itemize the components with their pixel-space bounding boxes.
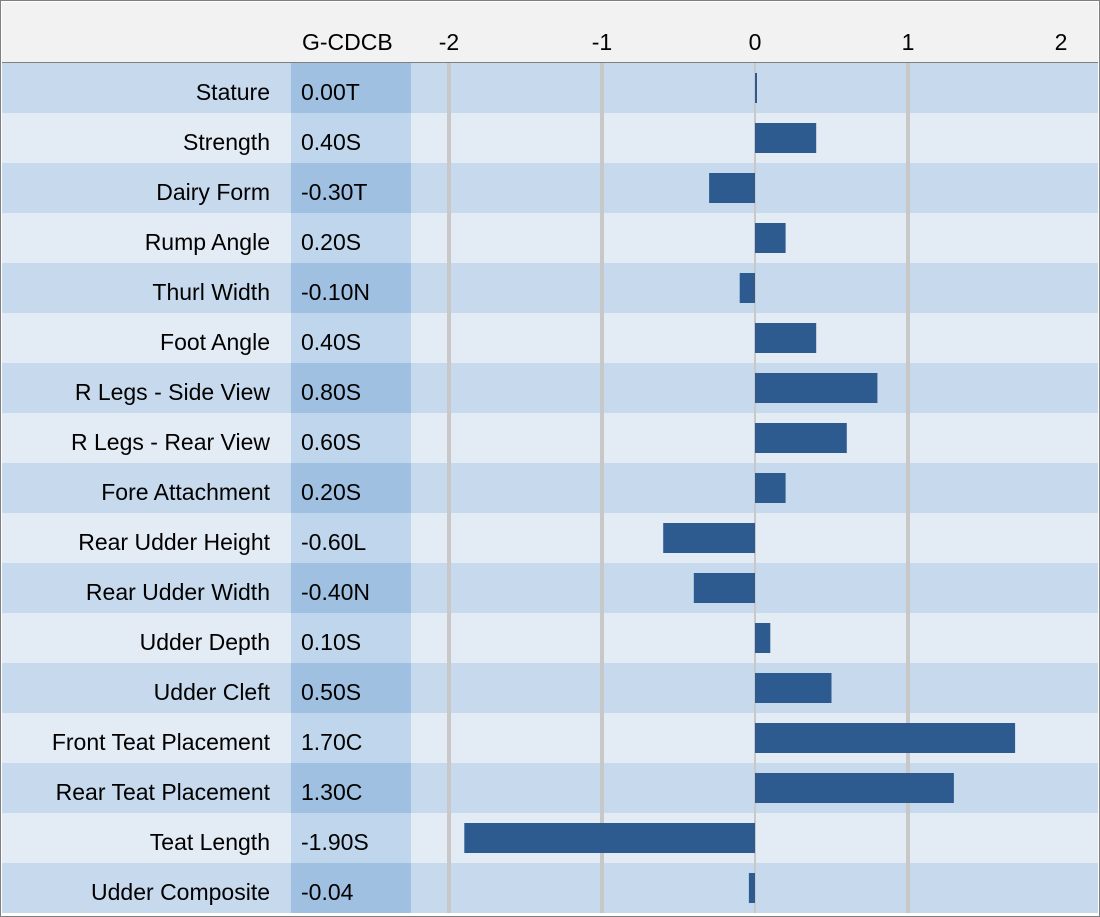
trait-bar xyxy=(755,623,771,653)
trait-row: Dairy Form -0.30T xyxy=(2,163,1098,213)
value-column-header: G-CDCB xyxy=(302,29,393,55)
chart-header: G-CDCB -2 -1 0 1 2 xyxy=(2,2,1098,62)
trait-row: Fore Attachment 0.20S xyxy=(2,463,1098,513)
trait-value-label: -0.10N xyxy=(291,263,411,313)
trait-value-label: -0.04 xyxy=(291,863,411,913)
trait-label: Rump Angle xyxy=(144,229,270,255)
trait-bar xyxy=(755,773,954,803)
trait-row: R Legs - Side View 0.80S xyxy=(2,363,1098,413)
trait-value-label: -1.90S xyxy=(291,813,411,863)
trait-bar xyxy=(755,723,1016,753)
header-divider xyxy=(2,62,1098,63)
trait-bar xyxy=(748,873,755,903)
trait-label: Dairy Form xyxy=(156,179,270,205)
x-tick-label: -2 xyxy=(438,29,460,55)
trait-row: Rear Teat Placement 1.30C xyxy=(2,763,1098,813)
trait-label: Rear Udder Height xyxy=(78,529,270,555)
trait-bar xyxy=(464,823,755,853)
trait-label: Rear Udder Width xyxy=(85,579,270,605)
trait-value-label: -0.30T xyxy=(291,163,411,213)
trait-label: Teat Length xyxy=(149,829,270,855)
trait-row: Foot Angle 0.40S xyxy=(2,313,1098,363)
trait-value-label: 0.00T xyxy=(291,63,411,113)
trait-label: Foot Angle xyxy=(160,329,270,355)
trait-label: Udder Composite xyxy=(91,879,270,905)
trait-bar xyxy=(663,523,755,553)
trait-value-label: 0.80S xyxy=(291,363,411,413)
trait-bar xyxy=(709,173,755,203)
trait-label: Udder Depth xyxy=(139,629,270,655)
trait-row: Strength 0.40S xyxy=(2,113,1098,163)
trait-label: Thurl Width xyxy=(152,279,270,305)
trait-label: Stature xyxy=(195,79,270,105)
x-tick-label: 0 xyxy=(748,29,762,55)
trait-row: Udder Depth 0.10S xyxy=(2,613,1098,663)
trait-bar xyxy=(755,123,817,153)
trait-bar xyxy=(739,273,755,303)
trait-label: Rear Teat Placement xyxy=(55,779,270,805)
x-tick-label: 2 xyxy=(1054,29,1068,55)
trait-value-label: 0.20S xyxy=(291,463,411,513)
trait-value-label: 1.70C xyxy=(291,713,411,763)
trait-row: Rump Angle 0.20S xyxy=(2,213,1098,263)
trait-bar xyxy=(755,223,786,253)
trait-row: Stature 0.00T xyxy=(2,63,1098,113)
trait-value-label: 0.40S xyxy=(291,113,411,163)
trait-value-label: 0.20S xyxy=(291,213,411,263)
trait-bar xyxy=(755,73,757,103)
trait-value-label: 1.30C xyxy=(291,763,411,813)
trait-value-label: 0.40S xyxy=(291,313,411,363)
trait-row: Udder Cleft 0.50S xyxy=(2,663,1098,713)
trait-value-label: 0.60S xyxy=(291,413,411,463)
trait-bar xyxy=(755,423,847,453)
trait-row: Teat Length -1.90S xyxy=(2,813,1098,863)
trait-row: Udder Composite -0.04 xyxy=(2,863,1098,913)
trait-row: Thurl Width -0.10N xyxy=(2,263,1098,313)
trait-row: Rear Udder Width -0.40N xyxy=(2,563,1098,613)
trait-row: R Legs - Rear View 0.60S xyxy=(2,413,1098,463)
x-tick-label: -1 xyxy=(591,29,613,55)
trait-label: Udder Cleft xyxy=(153,679,270,705)
trait-bar xyxy=(755,673,832,703)
trait-value-label: -0.40N xyxy=(291,563,411,613)
trait-bar xyxy=(755,323,817,353)
trait-value-label: 0.10S xyxy=(291,613,411,663)
trait-label: Front Teat Placement xyxy=(51,729,270,755)
trait-label: R Legs - Rear View xyxy=(71,429,270,455)
trait-bar xyxy=(755,473,786,503)
trait-value-label: -0.60L xyxy=(291,513,411,563)
trait-bar xyxy=(693,573,755,603)
trait-bar xyxy=(755,373,878,403)
x-tick-label: 1 xyxy=(901,29,915,55)
trait-value-label: 0.50S xyxy=(291,663,411,713)
trait-label: Fore Attachment xyxy=(101,479,270,505)
trait-row: Rear Udder Height -0.60L xyxy=(2,513,1098,563)
trait-label: Strength xyxy=(183,129,270,155)
trait-label: R Legs - Side View xyxy=(74,379,270,405)
